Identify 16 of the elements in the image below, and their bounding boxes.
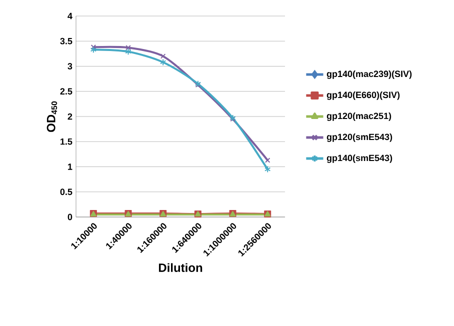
- legend-label: gp140(E660)(SIV): [326, 91, 400, 100]
- y-tick-label: 2.5: [60, 88, 72, 95]
- y-tick-label: 4: [68, 12, 72, 20]
- legend-label: gp140(mac239)(SIV): [326, 70, 412, 79]
- x-axis-title: Dilution: [158, 263, 202, 272]
- y-tick-label: 1: [68, 164, 72, 170]
- legend-label: gp120(mac251): [326, 112, 392, 121]
- y-tick-label: 3: [68, 63, 72, 70]
- y-tick-label: 2: [68, 113, 72, 120]
- y-axis-title: OD$_{450}$: [46, 101, 58, 132]
- legend-label: gp120(smE543): [326, 134, 392, 142]
- y-tick-label: 0: [68, 214, 72, 220]
- y-tick-label: 1.5: [60, 138, 72, 145]
- y-tick-label: 3.5: [60, 38, 72, 44]
- legend-label: gp140(smE543): [326, 154, 392, 163]
- y-tick-label: 0.5: [60, 188, 72, 196]
